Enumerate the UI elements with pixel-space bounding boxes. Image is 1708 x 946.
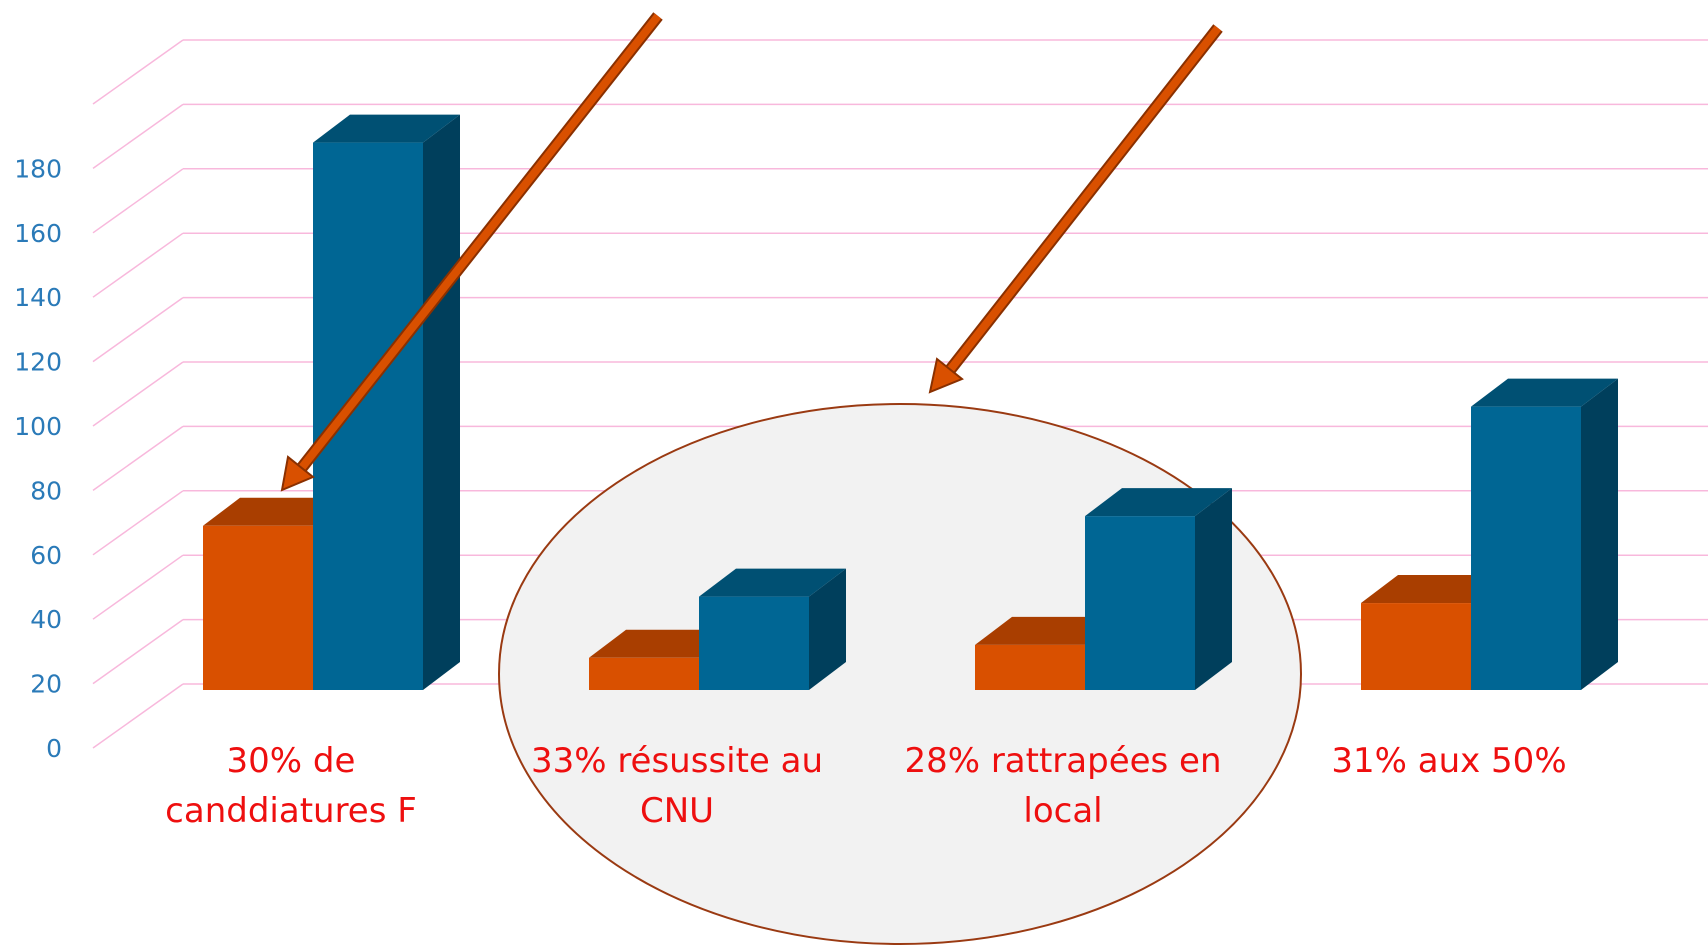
y-tick-label: 20 bbox=[30, 670, 62, 699]
gridline-side bbox=[92, 361, 184, 427]
y-axis-ticks: 0 20 40 60 80 100 120 140 160 180 bbox=[14, 154, 62, 763]
category-label: canddiatures F bbox=[165, 791, 417, 831]
gridline-side bbox=[92, 168, 184, 234]
arrow-to-first-category bbox=[280, 12, 663, 492]
y-tick-label: 180 bbox=[14, 154, 62, 183]
category-label: 31% aux 50% bbox=[1331, 741, 1566, 781]
category-label: CNU bbox=[640, 791, 714, 831]
gridline-side bbox=[92, 103, 184, 170]
gridline-side bbox=[92, 618, 184, 685]
bar bbox=[1085, 488, 1232, 690]
gridline-side bbox=[92, 39, 184, 105]
gridline-side bbox=[92, 232, 184, 298]
bar bbox=[313, 114, 460, 691]
category-labels: 30% de canddiatures F 33% résussite au CNU 2… bbox=[165, 741, 1566, 831]
bar bbox=[699, 568, 846, 690]
category-label: 30% de bbox=[227, 741, 356, 781]
gridline-side bbox=[92, 683, 184, 749]
y-tick-label: 80 bbox=[30, 476, 62, 505]
y-tick-label: 100 bbox=[14, 412, 62, 441]
gridline-side bbox=[92, 554, 184, 620]
gridline-side bbox=[92, 296, 184, 363]
bar bbox=[1471, 378, 1618, 690]
gridline-side bbox=[92, 490, 184, 556]
gridline-side bbox=[92, 425, 184, 492]
category-label: 28% rattrapées en bbox=[904, 741, 1221, 781]
bars bbox=[203, 114, 1618, 691]
arrow-to-ellipse bbox=[928, 24, 1223, 394]
y-tick-label: 0 bbox=[46, 734, 62, 763]
y-tick-label: 160 bbox=[14, 219, 62, 248]
y-tick-label: 120 bbox=[14, 348, 62, 377]
arrows bbox=[280, 12, 1223, 492]
category-label: local bbox=[1023, 791, 1102, 831]
category-label: 33% résussite au bbox=[531, 741, 823, 781]
y-tick-label: 140 bbox=[14, 283, 62, 312]
y-tick-label: 40 bbox=[30, 605, 62, 634]
y-tick-label: 60 bbox=[30, 541, 62, 570]
